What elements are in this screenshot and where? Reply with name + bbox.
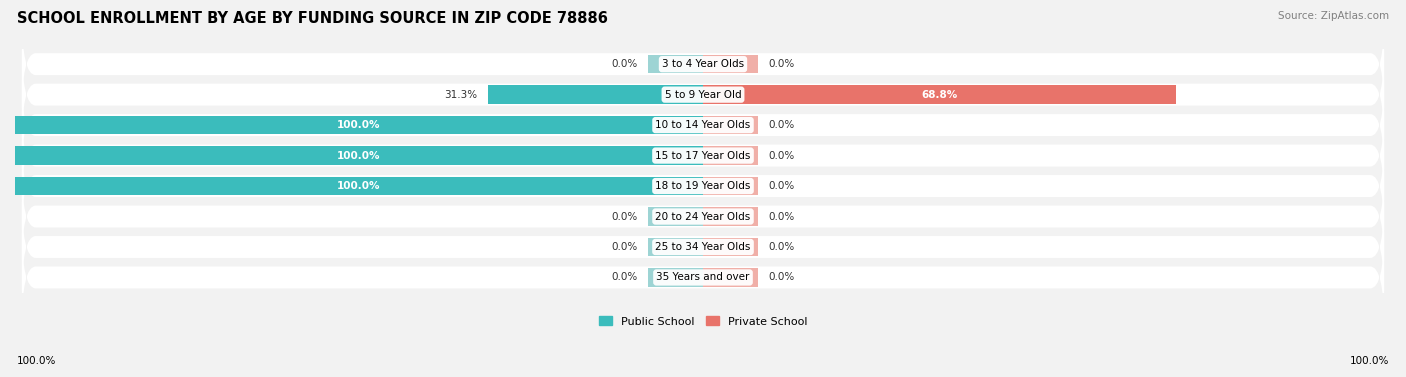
Bar xyxy=(648,207,703,226)
Text: 0.0%: 0.0% xyxy=(768,242,794,252)
Text: 100.0%: 100.0% xyxy=(337,181,381,191)
Text: 0.0%: 0.0% xyxy=(768,211,794,222)
FancyBboxPatch shape xyxy=(22,227,1384,327)
Bar xyxy=(488,86,703,104)
Bar xyxy=(703,146,758,165)
Text: 100.0%: 100.0% xyxy=(1350,356,1389,366)
Text: 0.0%: 0.0% xyxy=(612,242,638,252)
Bar xyxy=(15,116,703,134)
Text: 0.0%: 0.0% xyxy=(768,181,794,191)
Text: 100.0%: 100.0% xyxy=(337,120,381,130)
Text: 3 to 4 Year Olds: 3 to 4 Year Olds xyxy=(662,59,744,69)
FancyBboxPatch shape xyxy=(22,106,1384,205)
Text: 15 to 17 Year Olds: 15 to 17 Year Olds xyxy=(655,150,751,161)
Text: 35 Years and over: 35 Years and over xyxy=(657,273,749,282)
Text: 31.3%: 31.3% xyxy=(444,90,477,100)
Text: 10 to 14 Year Olds: 10 to 14 Year Olds xyxy=(655,120,751,130)
Bar xyxy=(703,268,758,287)
Bar xyxy=(648,268,703,287)
Text: 100.0%: 100.0% xyxy=(17,356,56,366)
FancyBboxPatch shape xyxy=(22,14,1384,114)
Bar xyxy=(648,238,703,256)
FancyBboxPatch shape xyxy=(22,44,1384,145)
FancyBboxPatch shape xyxy=(22,75,1384,175)
FancyBboxPatch shape xyxy=(22,167,1384,267)
FancyBboxPatch shape xyxy=(22,197,1384,297)
Text: 0.0%: 0.0% xyxy=(612,59,638,69)
Text: 0.0%: 0.0% xyxy=(612,211,638,222)
Bar xyxy=(703,238,758,256)
FancyBboxPatch shape xyxy=(22,136,1384,236)
Text: 100.0%: 100.0% xyxy=(337,150,381,161)
Text: 5 to 9 Year Old: 5 to 9 Year Old xyxy=(665,90,741,100)
Bar xyxy=(703,55,758,73)
Bar xyxy=(703,86,1177,104)
Text: 0.0%: 0.0% xyxy=(768,150,794,161)
Text: 25 to 34 Year Olds: 25 to 34 Year Olds xyxy=(655,242,751,252)
Text: 20 to 24 Year Olds: 20 to 24 Year Olds xyxy=(655,211,751,222)
Text: 18 to 19 Year Olds: 18 to 19 Year Olds xyxy=(655,181,751,191)
Text: 0.0%: 0.0% xyxy=(768,59,794,69)
Text: 0.0%: 0.0% xyxy=(612,273,638,282)
Bar xyxy=(703,177,758,195)
Bar xyxy=(703,207,758,226)
Text: Source: ZipAtlas.com: Source: ZipAtlas.com xyxy=(1278,11,1389,21)
Legend: Public School, Private School: Public School, Private School xyxy=(595,312,811,331)
Text: SCHOOL ENROLLMENT BY AGE BY FUNDING SOURCE IN ZIP CODE 78886: SCHOOL ENROLLMENT BY AGE BY FUNDING SOUR… xyxy=(17,11,607,26)
Bar xyxy=(15,146,703,165)
Text: 0.0%: 0.0% xyxy=(768,273,794,282)
Bar xyxy=(703,116,758,134)
Text: 0.0%: 0.0% xyxy=(768,120,794,130)
Text: 68.8%: 68.8% xyxy=(921,90,957,100)
Bar xyxy=(15,177,703,195)
Bar xyxy=(648,55,703,73)
